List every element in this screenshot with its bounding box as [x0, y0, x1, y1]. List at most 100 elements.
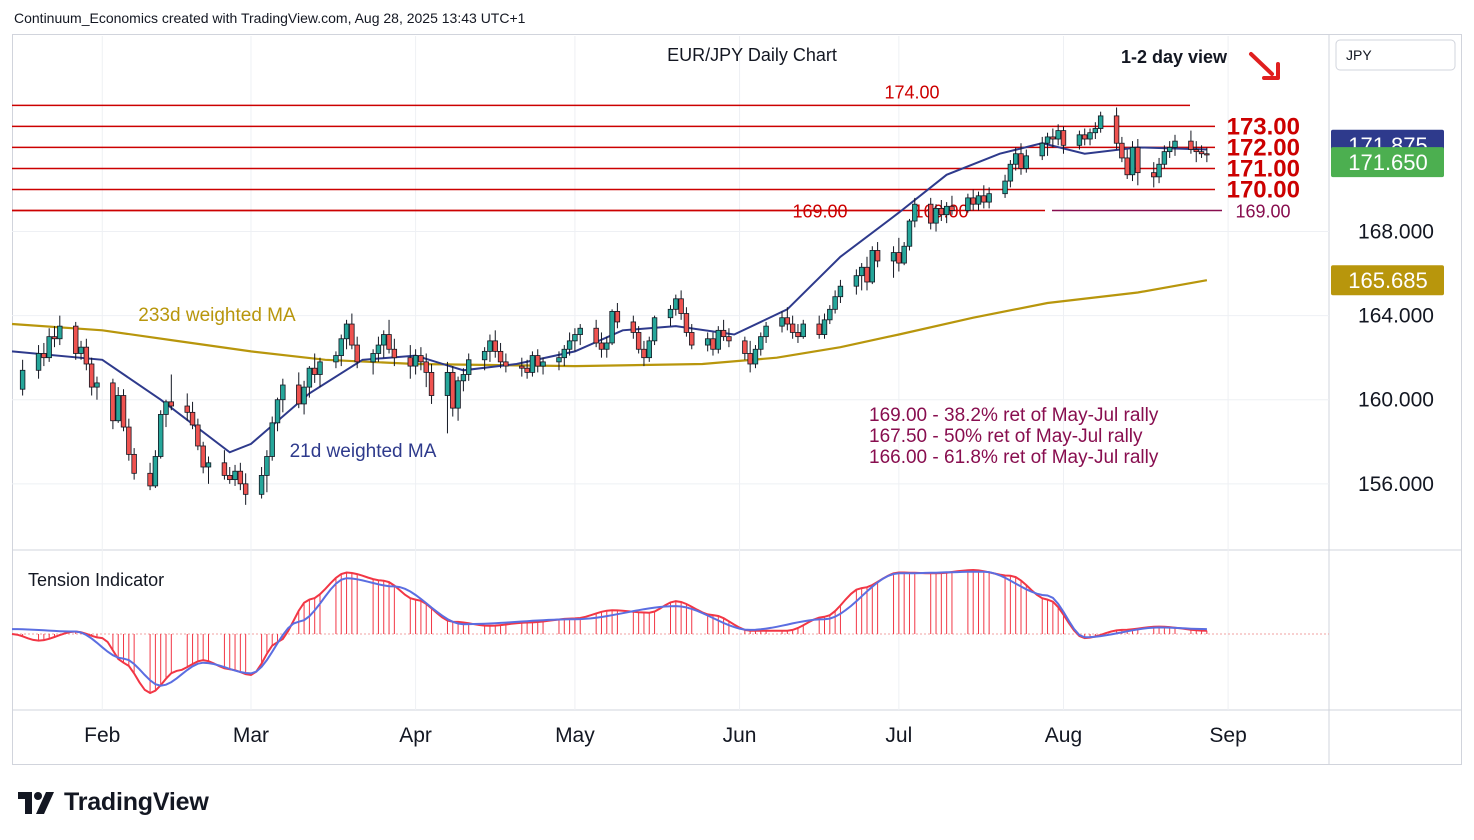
x-tick-label: Aug — [1045, 724, 1082, 747]
candle-up — [646, 340, 652, 359]
candle-up — [57, 325, 63, 340]
candle-up — [853, 275, 860, 287]
candle-down — [1193, 149, 1199, 153]
candle-down — [1050, 136, 1056, 140]
chart-title: EUR/JPY Daily Chart — [667, 45, 837, 65]
retracement-note-1: 169.00 - 38.2% ret of May-Jul rally — [869, 405, 1159, 426]
candle-up — [906, 220, 913, 247]
tradingview-brand[interactable]: TradingView — [16, 788, 209, 817]
ma233-price-badge: 165.685 — [1331, 265, 1444, 296]
candle-down — [1113, 115, 1120, 144]
candle-up — [609, 311, 615, 344]
candle-up — [837, 285, 844, 298]
candle-down — [1119, 142, 1125, 159]
candle-down — [131, 453, 137, 474]
view-label: 1-2 day view — [1121, 47, 1228, 67]
candle-down — [1018, 153, 1024, 169]
candle-down — [126, 426, 132, 455]
candle-down — [354, 344, 360, 363]
candle-down — [120, 395, 127, 428]
candle-down — [535, 355, 541, 367]
candle-down — [742, 340, 748, 354]
candle-up — [933, 208, 939, 224]
candle-down — [386, 334, 392, 350]
candle-up — [333, 355, 339, 363]
candle-up — [763, 325, 769, 338]
candle-up — [1166, 147, 1173, 153]
candle-down — [949, 205, 955, 211]
level-label-169-right: 169.00 — [1235, 202, 1290, 222]
candle-up — [157, 414, 164, 457]
candle-down — [864, 266, 870, 283]
candle-up — [858, 266, 865, 277]
candle-up — [943, 205, 950, 216]
candle-down — [237, 470, 244, 485]
candle-down — [227, 475, 233, 481]
x-tick-label: May — [555, 724, 595, 747]
last-price-badge-label: 171.650 — [1348, 150, 1428, 175]
candle-up — [444, 371, 451, 396]
candle-up — [566, 340, 573, 350]
candle-up — [274, 399, 281, 424]
candle-up — [890, 252, 897, 262]
candle-up — [370, 353, 376, 363]
candle-down — [795, 332, 801, 338]
candle-up — [1012, 153, 1019, 165]
candle-down — [635, 332, 642, 350]
y-tick-label: 160.000 — [1358, 389, 1434, 412]
candle-down — [110, 382, 116, 422]
candle-up — [205, 462, 212, 468]
candle-up — [1044, 136, 1051, 144]
candle-down — [614, 311, 621, 323]
candle-down — [311, 367, 318, 375]
currency-badge: JPY — [1335, 39, 1456, 71]
candle-up — [704, 338, 711, 346]
candle-down — [784, 317, 791, 325]
candle-down — [184, 405, 190, 413]
candle-down — [73, 325, 79, 354]
candle-down — [407, 357, 413, 367]
candle-down — [1124, 157, 1130, 176]
tradingview-logo-icon — [18, 791, 54, 814]
candle-up — [301, 386, 307, 405]
candle-up — [901, 245, 907, 264]
candle-up — [1007, 163, 1014, 182]
candle-down — [88, 363, 95, 388]
candle-up — [258, 475, 265, 495]
arrow-shaft — [1249, 52, 1274, 76]
candle-up — [986, 193, 992, 203]
candle-down — [1188, 140, 1194, 150]
candle-up — [1076, 134, 1083, 146]
candle-up — [1097, 115, 1104, 129]
candle-up — [1002, 180, 1008, 195]
candle-down — [423, 361, 429, 373]
level-label-173-00: 173.00 — [1227, 113, 1300, 140]
candle-down — [1082, 134, 1088, 140]
candle-down — [418, 355, 424, 363]
candle-up — [78, 346, 84, 354]
candle-up — [338, 338, 344, 356]
candle-up — [1092, 128, 1099, 134]
candle-up — [577, 327, 583, 335]
candle-down — [747, 353, 753, 365]
level-label-171-00: 171.00 — [1227, 155, 1300, 182]
candle-up — [343, 323, 350, 340]
ma21-line — [11, 142, 1207, 454]
candle-down — [678, 298, 684, 314]
candle-up — [540, 361, 546, 367]
candle-down — [720, 329, 727, 338]
candle-down — [524, 367, 530, 373]
candle-down — [83, 346, 90, 365]
candle-up — [832, 296, 838, 310]
candle-down — [296, 384, 302, 405]
candle-down — [683, 313, 690, 333]
candle-up — [412, 355, 419, 367]
candle-down — [641, 348, 647, 359]
currency-label: JPY — [1346, 47, 1372, 63]
candle-down — [598, 342, 605, 350]
ma21-annotation: 21d weighted MA — [290, 441, 437, 462]
candle-down — [816, 323, 822, 335]
candle-down — [349, 323, 355, 346]
x-tick-label: Mar — [233, 724, 269, 747]
